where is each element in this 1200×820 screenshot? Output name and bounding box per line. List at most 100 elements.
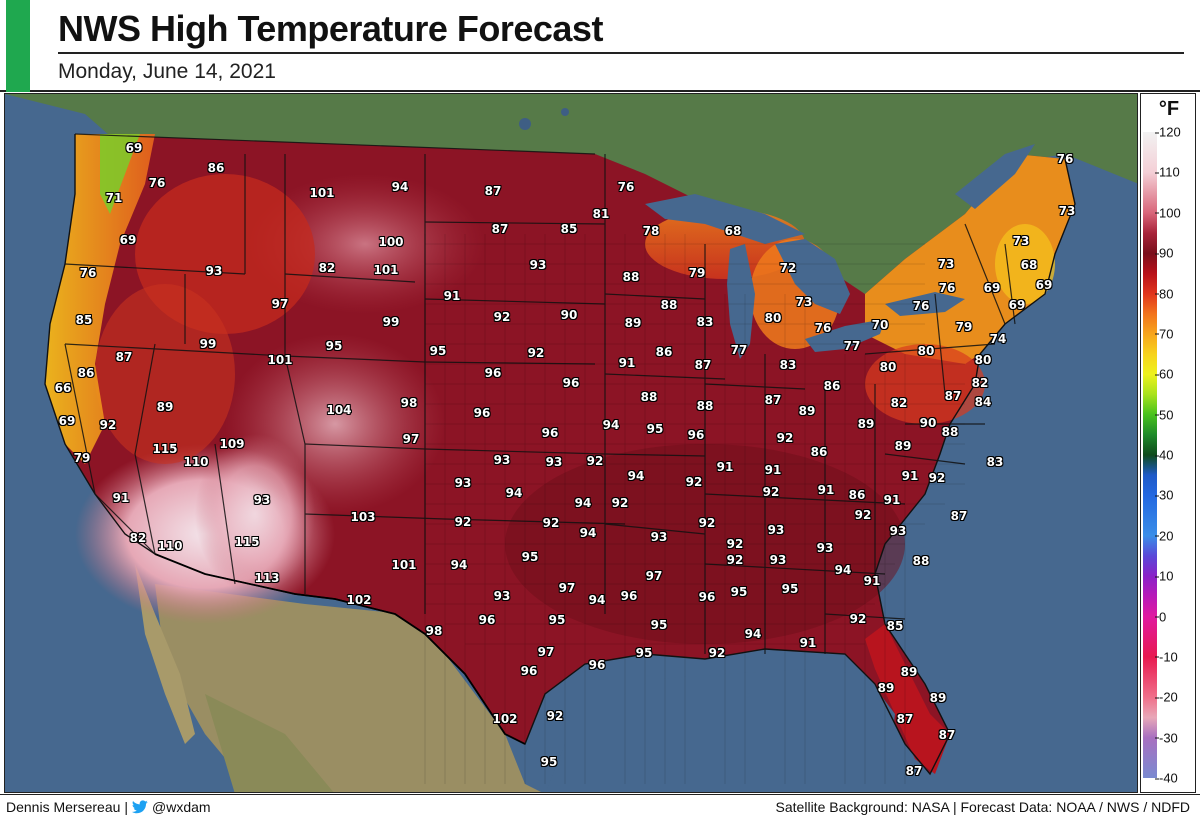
temp-label: 73	[1058, 204, 1076, 218]
temp-label: 86	[655, 345, 673, 359]
temp-label: 83	[779, 358, 797, 372]
temp-label: 95	[429, 344, 447, 358]
temp-label: 96	[484, 366, 502, 380]
temp-label: 73	[1012, 234, 1030, 248]
temp-label: 96	[588, 658, 606, 672]
temp-label: 92	[776, 431, 794, 445]
temp-label: 87	[491, 222, 509, 236]
temp-label: 92	[493, 310, 511, 324]
temp-label: 76	[148, 176, 166, 190]
temp-label: 94	[834, 563, 852, 577]
temp-label: 84	[974, 395, 992, 409]
temp-label: 82	[318, 261, 336, 275]
header: NWS High Temperature Forecast Monday, Ju…	[0, 0, 1200, 92]
map-date: Monday, June 14, 2021	[58, 60, 276, 83]
temp-label: 66	[54, 381, 72, 395]
temp-label: 89	[894, 439, 912, 453]
temp-label: 87	[484, 184, 502, 198]
legend-tick-label: 80	[1154, 286, 1174, 301]
temp-label: 70	[871, 318, 889, 332]
legend-tick-label: 100	[1155, 205, 1181, 221]
legend-tick-label: 20	[1154, 528, 1174, 544]
temp-label: 91	[764, 463, 782, 477]
temp-label: 95	[540, 755, 558, 769]
temp-label: 95	[650, 618, 668, 632]
temp-label: 113	[254, 571, 280, 585]
temp-label: 86	[207, 161, 225, 175]
temp-label: 83	[696, 315, 714, 329]
temp-label: 95	[521, 550, 539, 564]
temp-label: 98	[425, 624, 443, 638]
temp-label: 94	[744, 627, 762, 641]
temp-label: 76	[938, 281, 956, 295]
temp-label: 76	[79, 266, 97, 280]
temp-label: 92	[726, 553, 744, 567]
temp-label: 95	[781, 582, 799, 596]
temp-label: 94	[574, 496, 592, 510]
temp-label: 97	[645, 569, 663, 583]
temp-label: 77	[730, 343, 748, 357]
temperature-legend: °F 120 110 100 90 80 70 60 50 40 30 20 10 0 -10 -20 -30…	[1140, 93, 1196, 793]
temp-label: 87	[896, 712, 914, 726]
legend-tick-label: 0	[1154, 609, 1167, 624]
temp-label: 102	[346, 593, 372, 607]
legend-tick-label: 10	[1154, 568, 1174, 584]
legend-tick-label: -40	[1155, 770, 1178, 786]
legend-tick-label: 60	[1154, 366, 1174, 382]
temp-label: 81	[592, 207, 610, 221]
temp-label: 92	[928, 471, 946, 485]
legend-tick-label: 70	[1154, 326, 1174, 342]
temp-label: 96	[562, 376, 580, 390]
temp-label: 96	[478, 613, 496, 627]
temp-label: 93	[767, 523, 785, 537]
temp-label: 96	[687, 428, 705, 442]
temp-label: 96	[541, 426, 559, 440]
temp-label: 97	[271, 297, 289, 311]
temp-label: 87	[950, 509, 968, 523]
temp-label: 82	[890, 396, 908, 410]
legend-tick-label: -10	[1155, 649, 1178, 665]
temp-label: 98	[400, 396, 418, 410]
author-name: Dennis Mersereau	[6, 799, 121, 815]
temp-label: 69	[58, 414, 76, 428]
temp-label: 91	[883, 493, 901, 507]
temp-label: 95	[730, 585, 748, 599]
temp-label: 93	[769, 553, 787, 567]
temp-label: 69	[1008, 298, 1026, 312]
temp-label: 80	[974, 353, 992, 367]
temp-label: 93	[889, 524, 907, 538]
temp-label: 96	[620, 589, 638, 603]
temp-label: 94	[602, 418, 620, 432]
temp-label: 87	[944, 389, 962, 403]
temp-label: 97	[558, 581, 576, 595]
temp-label: 101	[267, 353, 293, 367]
temp-label: 72	[779, 261, 797, 275]
temp-label: 93	[545, 455, 563, 469]
temp-label: 91	[112, 491, 130, 505]
temp-label: 94	[579, 526, 597, 540]
footer: Dennis Mersereau | @wxdam Satellite Back…	[0, 794, 1200, 820]
temp-label: 100	[378, 235, 404, 249]
temp-label: 92	[454, 515, 472, 529]
temp-label: 92	[726, 537, 744, 551]
temp-label: 79	[955, 320, 973, 334]
temp-label: 88	[941, 425, 959, 439]
accent-bar	[6, 0, 30, 92]
temp-label: 69	[125, 141, 143, 155]
temp-label: 71	[105, 191, 123, 205]
temp-label: 88	[622, 270, 640, 284]
temp-label: 89	[857, 417, 875, 431]
legend-unit: °F	[1158, 98, 1180, 120]
temp-label: 73	[937, 257, 955, 271]
temp-label: 99	[382, 315, 400, 329]
map-title: NWS High Temperature Forecast	[58, 8, 603, 49]
temp-label: 94	[588, 593, 606, 607]
temp-label: 101	[391, 558, 417, 572]
temp-label: 95	[635, 646, 653, 660]
temp-label: 86	[848, 488, 866, 502]
temp-label: 68	[724, 224, 742, 238]
temp-label: 96	[698, 590, 716, 604]
temp-label: 93	[253, 493, 271, 507]
footer-sources: Satellite Background: NASA | Forecast Da…	[775, 799, 1190, 815]
temp-label: 96	[520, 664, 538, 678]
